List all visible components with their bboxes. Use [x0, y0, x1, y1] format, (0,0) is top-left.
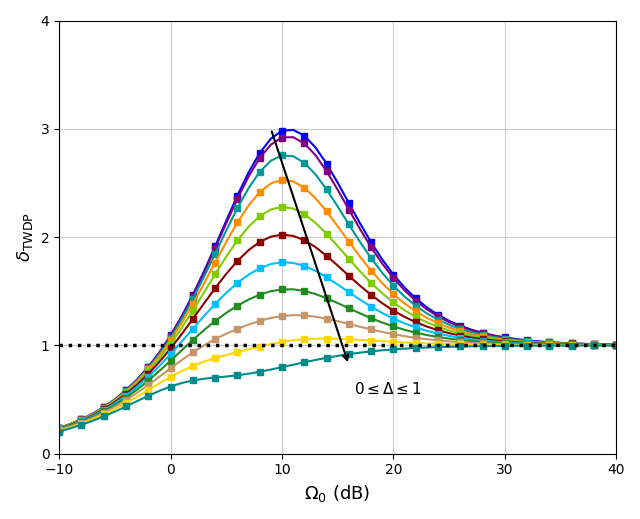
X-axis label: $\Omega_0$ (dB): $\Omega_0$ (dB)	[305, 483, 371, 504]
Y-axis label: $\delta_{\mathrm{TWDP}}$: $\delta_{\mathrm{TWDP}}$	[15, 212, 35, 262]
Text: $0 \leq \Delta \leq 1$: $0 \leq \Delta \leq 1$	[355, 381, 422, 397]
